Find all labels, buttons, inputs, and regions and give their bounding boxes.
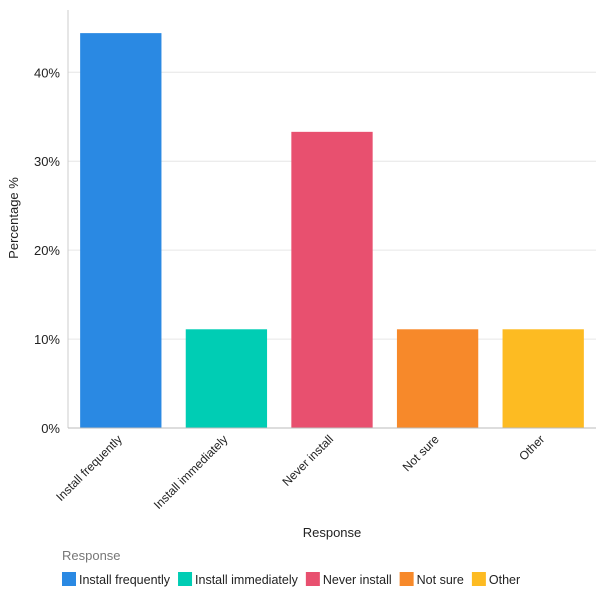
legend-swatch [399, 572, 414, 586]
legend-item-label[interactable]: Not sure [417, 573, 464, 587]
x-tick-label: Install immediately [151, 432, 231, 512]
y-tick-label: 30% [34, 154, 60, 169]
legend-swatch [178, 572, 193, 586]
y-tick-label: 20% [34, 243, 60, 258]
bar-not-sure[interactable] [396, 329, 479, 428]
bar-install-immediately[interactable] [185, 329, 268, 428]
legend-swatch [305, 572, 320, 586]
y-axis-label: Percentage % [6, 177, 21, 259]
legend-item-label[interactable]: Never install [323, 573, 392, 587]
x-tick-label: Not sure [400, 432, 442, 474]
legend-item-label[interactable]: Other [489, 573, 520, 587]
legend: Install frequently Install immediately Nev… [62, 572, 520, 587]
x-axis-label: Response [303, 525, 362, 540]
legend-swatch [62, 572, 76, 586]
bars-layer [80, 33, 584, 428]
x-tick-label: Never install [280, 432, 337, 489]
y-tick-label: 10% [34, 332, 60, 347]
legend-item-label[interactable]: Install frequently [79, 573, 171, 587]
bar-never-install[interactable] [291, 131, 373, 428]
x-tick-label: Install frequently [53, 432, 125, 504]
y-tick-label: 0% [41, 421, 60, 436]
bar-install-frequently[interactable] [80, 33, 162, 428]
x-tick-label: Other [516, 432, 547, 463]
legend-item-label[interactable]: Install immediately [195, 573, 299, 587]
y-tick-label: 40% [34, 65, 60, 80]
bar-other[interactable] [502, 329, 584, 428]
legend-swatch [471, 572, 486, 586]
legend-title: Response [62, 548, 121, 563]
